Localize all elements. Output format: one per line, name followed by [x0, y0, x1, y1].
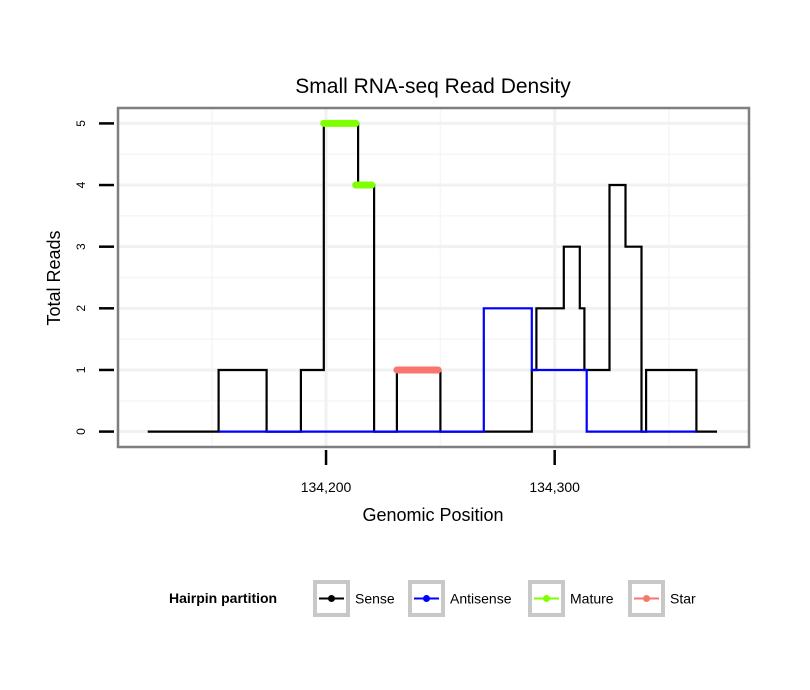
legend-title: Hairpin partition	[169, 590, 277, 606]
series-antisense-line	[218, 307, 697, 433]
plot-border	[116, 106, 751, 449]
y-tick-label: 2	[74, 305, 88, 312]
legend-point-antisense	[423, 595, 430, 602]
legend: Hairpin partition Sense Antisense Mature St…	[169, 580, 696, 617]
y-tick-label: 3	[74, 243, 88, 250]
legend-point-mature	[543, 595, 550, 602]
legend-point-star	[643, 595, 650, 602]
y-axis-label: Total Reads	[44, 230, 64, 325]
chart-title: Small RNA-seq Read Density	[295, 75, 571, 98]
legend-point-sense	[328, 595, 335, 602]
legend-label-mature: Mature	[570, 591, 614, 607]
y-tick-label: 0	[74, 428, 88, 435]
plot-area: 0 1 2 3 4 5 134,200 134,300	[74, 106, 751, 495]
x-axis-label: Genomic Position	[362, 505, 503, 525]
y-tick-label: 5	[74, 120, 88, 127]
x-tick-label: 134,200	[301, 479, 352, 495]
x-tick-label: 134,300	[529, 479, 580, 495]
legend-label-antisense: Antisense	[450, 591, 512, 607]
legend-label-star: Star	[670, 591, 696, 607]
y-tick-label: 4	[74, 181, 88, 188]
y-tick-label: 1	[74, 366, 88, 373]
legend-label-sense: Sense	[355, 591, 395, 607]
